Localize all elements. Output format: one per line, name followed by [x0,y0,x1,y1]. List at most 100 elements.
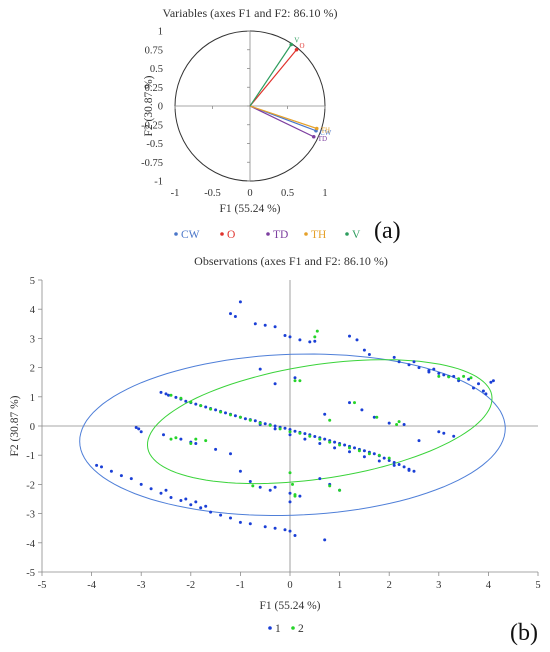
observation-point [452,434,456,438]
observation-point [169,437,173,441]
observation-point [209,510,213,514]
observation-point [174,436,178,440]
ellipse-series-1 [79,353,506,516]
vector-tip [311,134,316,139]
observation-point [387,456,391,460]
legend-item-th: TH [304,229,326,241]
observation-point [164,488,168,492]
legend-label: V [352,229,361,241]
observation-point [303,432,307,436]
x-tick-label: 0.5 [281,188,294,199]
observation-point [467,377,471,381]
observation-point [263,323,267,327]
observation-point [298,494,302,498]
observation-point [293,534,297,537]
observation-point [288,430,292,434]
observation-point [219,410,223,414]
observation-point [442,373,446,377]
observations-axes: -5 -4 -3 -2 -1 0 1 2 3 4 5 5 4 3 2 1 0 -1 -2 -3 -4 -5 [26,276,540,591]
observation-point [199,506,203,510]
observation-point [397,420,401,424]
observation-point [238,300,242,304]
observation-point [238,415,242,419]
observation-point [328,418,332,422]
observation-point [291,482,294,486]
observation-point [119,474,123,478]
observation-point [472,386,475,390]
observation-point [263,422,267,426]
observation-point [362,455,366,459]
y-tick-label: 0.75 [145,45,163,56]
observation-point [169,393,173,397]
observation-point [328,440,332,444]
observation-point [437,430,441,434]
legend-label: O [227,229,235,241]
observation-point [397,463,401,466]
variables-y-axis-label: F2 (30.87 %) [143,75,155,136]
observation-point [447,375,451,379]
observation-point [288,335,292,339]
variables-x-axis-label: F1 (55.24 %) [219,203,280,215]
x-tick-label: 1 [322,188,327,199]
observations-y-axis-label: F2 (30.87 %) [9,395,21,456]
observation-point [293,379,297,383]
observation-point [273,325,277,329]
observation-point [273,382,277,386]
observation-point [484,392,488,396]
observation-point [288,428,292,431]
observation-point [263,525,267,529]
legend-marker [220,232,224,236]
y-tick-label: -3 [26,510,35,521]
y-tick-label: -0.25 [141,120,163,131]
observations-chart-title: Observations (axes F1 and F2: 86.10 %) [194,254,388,268]
observation-point [268,423,272,427]
observation-point [109,469,113,473]
observation-point [303,437,307,441]
legend-marker [304,232,308,236]
observation-point [452,374,456,378]
observation-point [268,488,272,492]
observation-point [323,538,327,542]
y-tick-label: -0.75 [141,158,163,169]
observation-point [283,528,287,532]
legend-marker [268,626,272,630]
observation-point [355,338,359,342]
vector-line [249,105,315,138]
legend-item-cw: CW [174,229,200,241]
variables-axes: -1 -0.5 0 0.5 1 1 0.75 0.5 0.25 0 -0.25 -0.5 -0.75 -1 [141,27,328,200]
observation-point [318,477,322,481]
observation-point [362,449,366,453]
observation-point [233,315,237,318]
observation-point [283,426,287,430]
observation-point [402,465,406,469]
vector-line [249,105,317,130]
observation-point [248,522,252,526]
observation-point [288,529,292,533]
observation-point [392,461,396,464]
y-tick-label: 3 [30,334,35,345]
observation-point [348,446,351,450]
observation-point [134,426,138,429]
observation-point [343,443,347,447]
observation-point [194,402,198,406]
legend-marker [174,232,178,236]
y-tick-label: 0.5 [150,64,163,75]
y-tick-label: -1 [154,177,163,188]
legend-label: 1 [275,623,281,635]
observation-point [162,433,165,437]
x-tick-label: -5 [38,580,47,591]
observation-point [392,463,396,467]
observation-point [194,437,198,441]
observation-point [348,401,351,405]
legend-marker [291,626,295,630]
observation-point [481,389,485,393]
observation-point [432,367,436,371]
confidence-ellipses [79,353,506,516]
observation-point [407,468,411,472]
observation-point [288,491,292,495]
legend-item-v: V [345,229,361,241]
observation-point [377,459,381,463]
observation-point [397,360,401,364]
